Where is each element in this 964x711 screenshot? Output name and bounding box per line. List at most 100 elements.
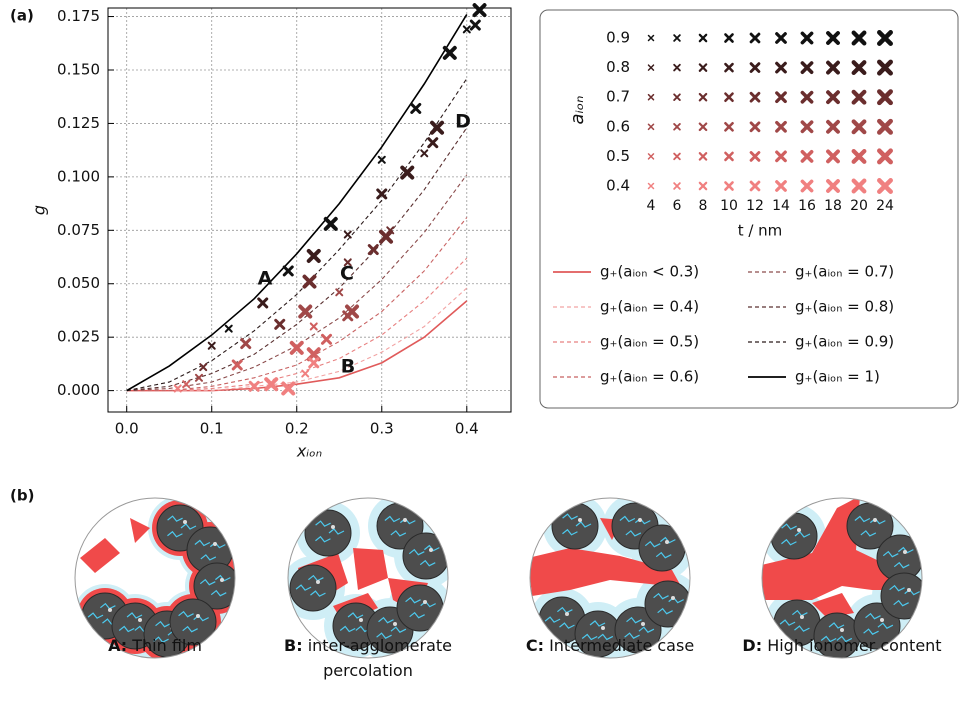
carbon-fiber (626, 616, 642, 624)
point (335, 288, 344, 297)
legend-marker (826, 60, 840, 75)
particle (331, 525, 335, 529)
legend-marker (775, 180, 787, 192)
carbon-fiber (625, 530, 642, 537)
caption-text: inter-agglomerate (308, 636, 452, 655)
particle (220, 578, 224, 582)
legend-row-label: 0.6 (606, 117, 630, 135)
legend-marker (877, 178, 893, 194)
legend-marker (698, 152, 708, 161)
carbon-fiber (893, 599, 909, 607)
carbon-fiber (581, 633, 598, 641)
illustration (288, 498, 448, 658)
legend-row-label: 0.7 (606, 88, 630, 106)
series-line (126, 174, 468, 392)
legend-marker (673, 93, 681, 101)
point (298, 304, 313, 319)
point (442, 45, 457, 60)
legend-marker (673, 63, 681, 72)
legend-marker (749, 91, 761, 103)
point (194, 373, 203, 382)
legend-marker (851, 30, 867, 46)
carbon-fiber (126, 612, 143, 619)
point (257, 297, 269, 309)
agglomerate (638, 524, 686, 572)
annotation: D (455, 111, 471, 133)
carbon-fiber (118, 625, 135, 633)
carbon-fiber (390, 626, 407, 633)
legend-marker (647, 93, 655, 101)
carbon-fiber (794, 625, 810, 632)
outline (287, 497, 449, 659)
outline (529, 497, 691, 659)
outline (74, 497, 236, 659)
particle (800, 615, 804, 619)
legend-marker (775, 32, 787, 44)
caption-text: Thin film (131, 636, 202, 655)
agglomerate (169, 598, 217, 646)
legend-marker (826, 119, 840, 134)
carbon-fiber (668, 596, 684, 604)
caption-text: Intermediate case (549, 636, 694, 655)
point (379, 229, 394, 244)
particle (108, 608, 112, 612)
y-tick-label: 0.025 (57, 328, 100, 346)
carbon-fiber (180, 523, 197, 530)
agglomerate (644, 580, 690, 628)
x-tick-label: 0.4 (455, 420, 479, 438)
point (321, 333, 333, 345)
carbon-fiber (828, 622, 845, 629)
carbon-fiber (634, 517, 651, 525)
point (240, 338, 252, 350)
carbon-fiber (199, 578, 216, 586)
carbon-fiber (820, 635, 837, 643)
carbon-fiber (779, 619, 796, 626)
particle (578, 518, 582, 522)
legend-marker (800, 120, 814, 134)
carbon-fiber (390, 530, 407, 537)
point (302, 274, 317, 289)
particle (138, 618, 142, 622)
legend-marker (749, 32, 761, 44)
point (199, 363, 208, 372)
carbon-fiber (893, 561, 910, 569)
point (308, 357, 320, 369)
particle (907, 588, 911, 592)
point (377, 155, 386, 164)
particle (393, 622, 397, 626)
legend-label: g₊(aᵢₒₙ < 0.3) (600, 263, 699, 281)
caption-letter: A: (108, 636, 127, 655)
legend-marker (749, 62, 761, 73)
carbon-fiber (384, 515, 401, 523)
legend-row-title: aᵢₒₙ (567, 96, 588, 125)
point (469, 19, 481, 31)
series-line (126, 78, 468, 392)
legend-marker (826, 149, 840, 164)
carbon-fiber (295, 584, 312, 591)
carbon-fiber (310, 590, 326, 597)
legend-marker (673, 182, 681, 190)
caption-text: High ionomer content (767, 636, 941, 655)
carbon-fiber (155, 620, 171, 628)
legend-marker (775, 61, 787, 74)
carbon-fiber (877, 622, 894, 629)
series-line (126, 127, 468, 392)
particle (840, 628, 844, 632)
carbon-fiber (328, 528, 345, 535)
legend-col-title: t / nm (738, 222, 783, 240)
legend-col-label: 8 (699, 198, 708, 214)
legend-row-label: 0.8 (606, 58, 630, 76)
point (264, 377, 279, 392)
legend-marker (673, 123, 681, 131)
agglomerate (304, 509, 352, 557)
particle (359, 618, 363, 622)
legend-label: g₊(aᵢₒₙ = 0.8) (795, 298, 894, 316)
carbon-fiber (904, 588, 920, 596)
legend-col-label: 10 (720, 198, 738, 214)
particle (601, 626, 605, 630)
agglomerate (193, 562, 235, 610)
legend-label: g₊(aᵢₒₙ = 0.5) (600, 333, 699, 351)
carbon-fiber (836, 635, 853, 643)
illustration (75, 498, 235, 658)
